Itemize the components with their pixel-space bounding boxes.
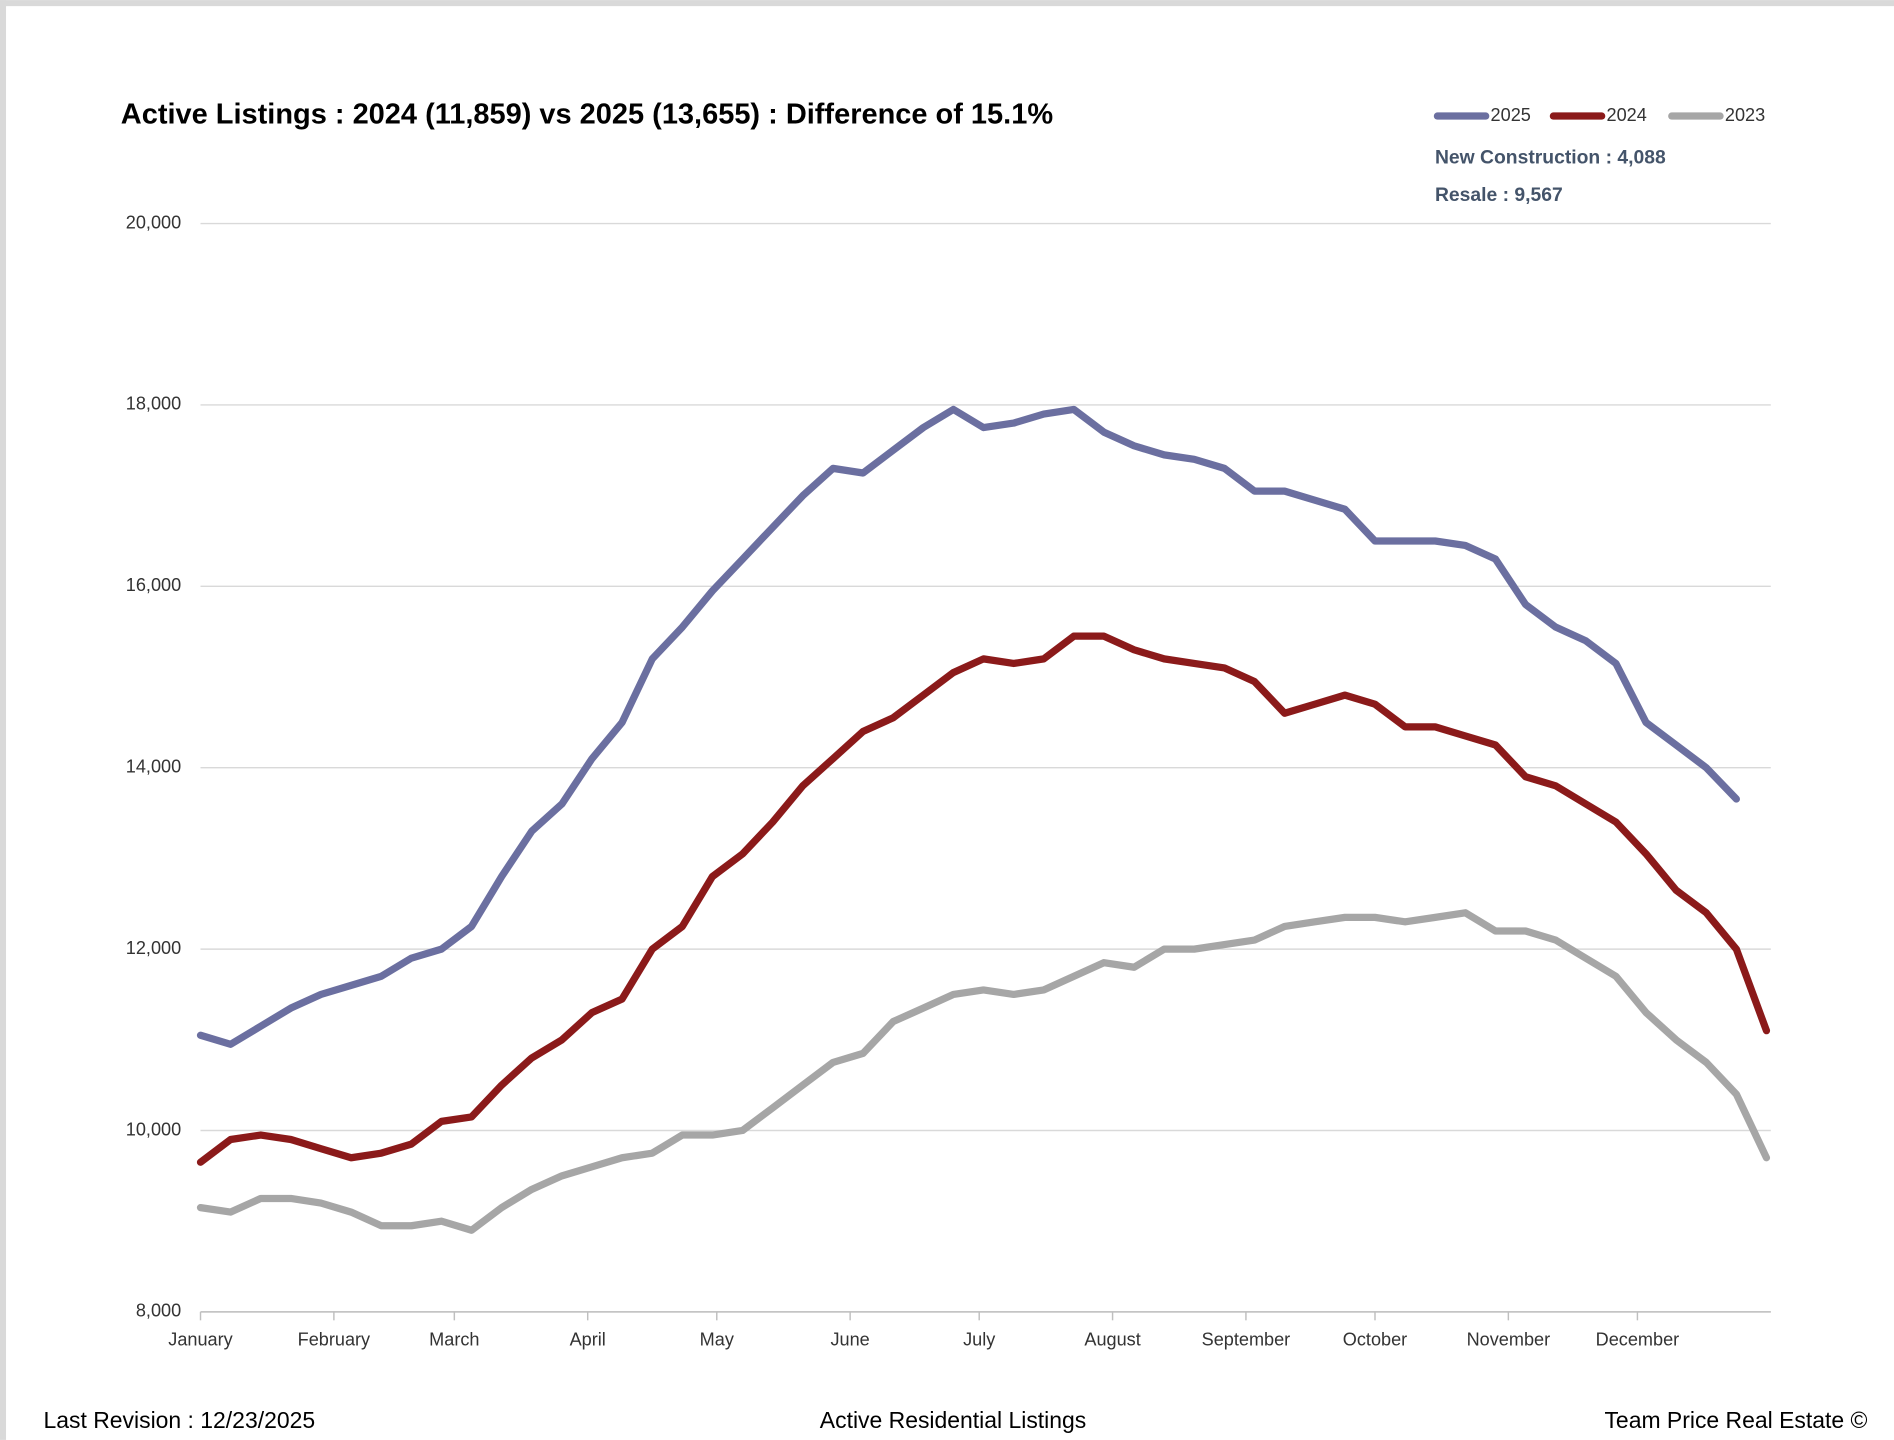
left-border [0, 0, 7, 1440]
x-tick-label: October [1343, 1330, 1407, 1350]
series-line [196, 909, 1771, 1234]
y-tick-label: 12,000 [126, 938, 181, 958]
x-tick-label: June [830, 1330, 869, 1350]
y-tick-label: 14,000 [126, 756, 181, 776]
y-tick-label: 8,000 [136, 1301, 181, 1321]
annotation: Resale : 9,567 [1435, 185, 1563, 206]
y-tick-label: 10,000 [126, 1119, 181, 1139]
x-tick-label: November [1467, 1330, 1551, 1350]
x-tick-label: January [168, 1330, 233, 1350]
y-tick-label: 20,000 [126, 212, 181, 232]
chart-title: Active Listings : 2024 (11,859) vs 2025 … [121, 99, 1053, 131]
x-tick-label: March [429, 1330, 479, 1350]
legend-label: 2024 [1607, 105, 1647, 125]
x-tick-label: December [1596, 1330, 1680, 1350]
x-tick-label: April [570, 1330, 606, 1350]
series-line [196, 632, 1771, 1166]
legend-label: 2025 [1491, 105, 1531, 125]
x-tick-label: September [1202, 1330, 1291, 1350]
x-tick-label: July [963, 1330, 996, 1350]
x-tick-label: February [298, 1330, 371, 1350]
legend-label: 2023 [1725, 105, 1765, 125]
series-line [196, 405, 1740, 1048]
top-border [0, 0, 1894, 7]
x-tick-label: May [700, 1330, 735, 1350]
footer-center: Active Residential Listings [820, 1407, 1086, 1433]
y-tick-label: 16,000 [126, 575, 181, 595]
footer-right: Team Price Real Estate © [1604, 1407, 1867, 1433]
x-tick-label: August [1084, 1330, 1140, 1350]
annotation: New Construction : 4,088 [1435, 147, 1666, 168]
footer-left: Last Revision : 12/23/2025 [43, 1407, 315, 1433]
y-tick-label: 18,000 [126, 394, 181, 414]
